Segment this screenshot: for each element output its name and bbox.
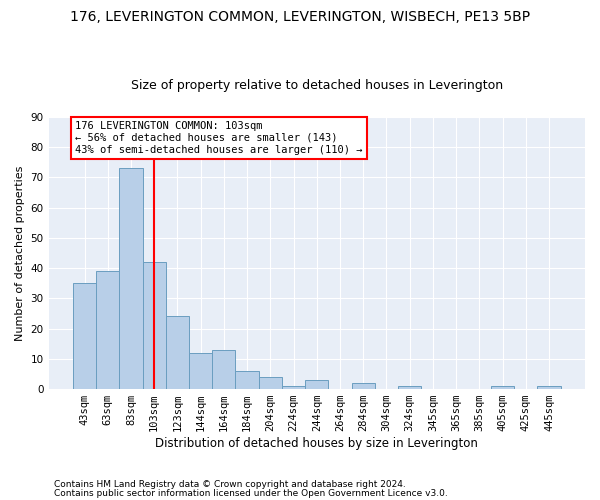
X-axis label: Distribution of detached houses by size in Leverington: Distribution of detached houses by size … xyxy=(155,437,478,450)
Text: Contains HM Land Registry data © Crown copyright and database right 2024.: Contains HM Land Registry data © Crown c… xyxy=(54,480,406,489)
Text: 176, LEVERINGTON COMMON, LEVERINGTON, WISBECH, PE13 5BP: 176, LEVERINGTON COMMON, LEVERINGTON, WI… xyxy=(70,10,530,24)
Text: 176 LEVERINGTON COMMON: 103sqm
← 56% of detached houses are smaller (143)
43% of: 176 LEVERINGTON COMMON: 103sqm ← 56% of … xyxy=(75,122,363,154)
Bar xyxy=(96,271,119,389)
Bar xyxy=(212,350,235,389)
Bar xyxy=(282,386,305,389)
Bar xyxy=(352,383,375,389)
Bar xyxy=(398,386,421,389)
Bar xyxy=(491,386,514,389)
Text: Contains public sector information licensed under the Open Government Licence v3: Contains public sector information licen… xyxy=(54,488,448,498)
Bar xyxy=(538,386,560,389)
Bar xyxy=(305,380,328,389)
Bar xyxy=(73,283,96,389)
Bar xyxy=(119,168,143,389)
Bar xyxy=(143,262,166,389)
Y-axis label: Number of detached properties: Number of detached properties xyxy=(15,165,25,340)
Title: Size of property relative to detached houses in Leverington: Size of property relative to detached ho… xyxy=(131,79,503,92)
Bar xyxy=(235,371,259,389)
Bar xyxy=(166,316,189,389)
Bar xyxy=(189,353,212,389)
Bar xyxy=(259,377,282,389)
